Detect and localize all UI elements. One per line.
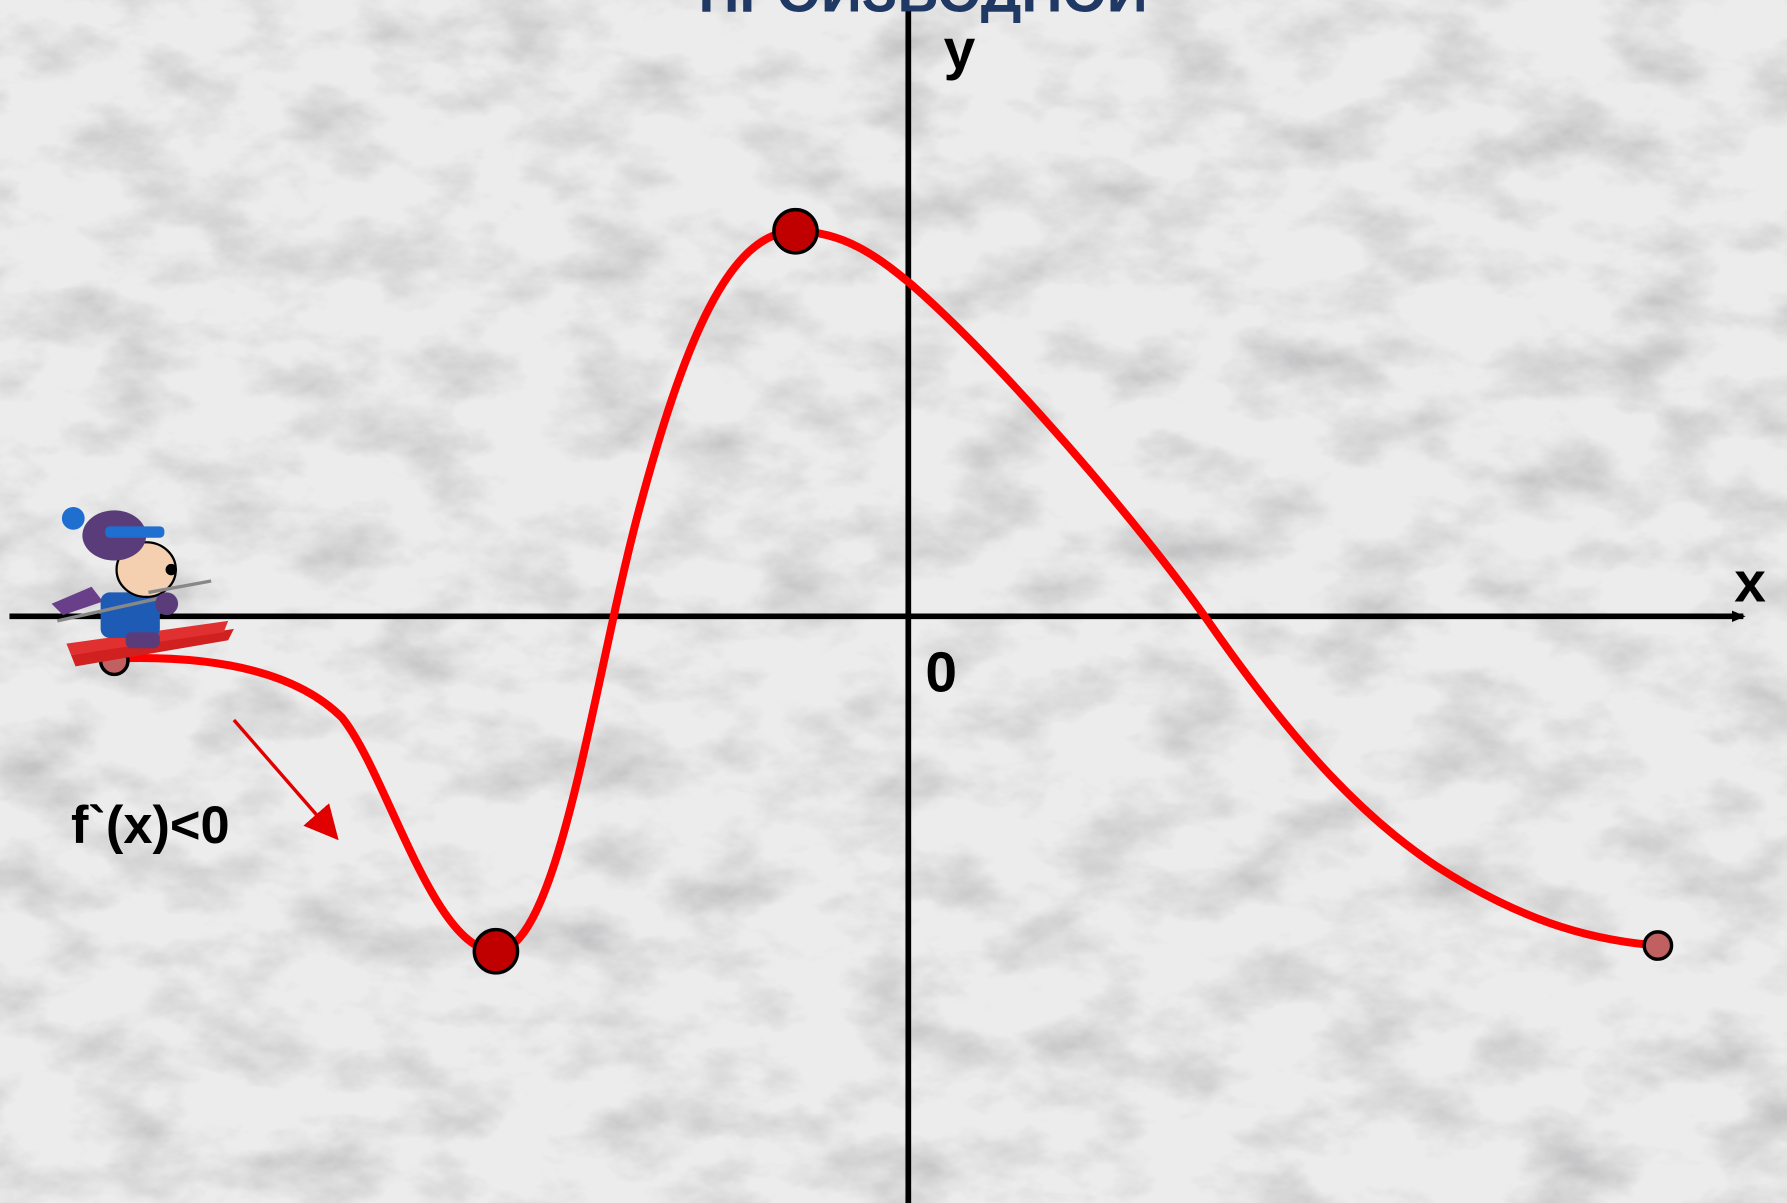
end-point [1642, 930, 1674, 961]
derivative-annotation: f`(x)<0 [71, 797, 230, 855]
decrease-arrow [232, 718, 339, 841]
max-point [772, 207, 819, 255]
min-point [472, 927, 520, 975]
x-axis-label: x [1734, 551, 1766, 615]
origin-label: 0 [925, 640, 957, 704]
function-curve [114, 227, 1659, 956]
y-axis-label: y [944, 17, 976, 81]
slide-title: ПРОИЗВОДНОЙ [698, 0, 1147, 24]
skier-icon [51, 506, 234, 667]
